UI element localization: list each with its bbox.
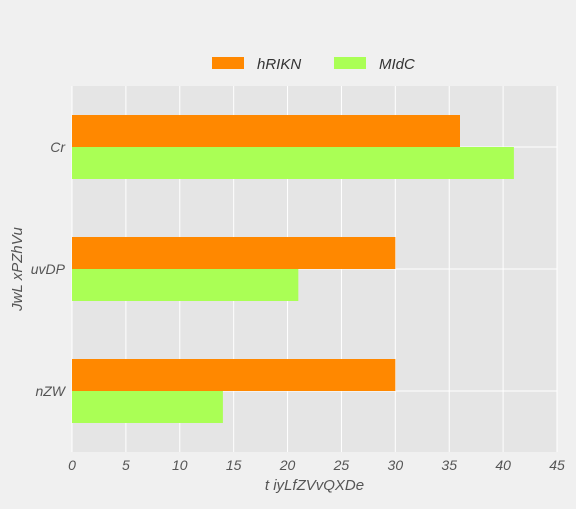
x-tick-label: 40 bbox=[495, 457, 511, 473]
x-axis-label: t iyLfZVvQXDe bbox=[265, 477, 364, 494]
bar-hrikn-cr bbox=[72, 115, 460, 147]
bar-hrikn-nzw bbox=[72, 359, 396, 391]
y-axis-label: JwL xPZhVu bbox=[9, 227, 26, 312]
y-axis-ticks: Cr uvDP nZW bbox=[31, 139, 67, 399]
bars bbox=[72, 115, 514, 423]
legend: hRIKN MIdC bbox=[212, 56, 415, 73]
bar-midc-cr bbox=[72, 147, 514, 179]
x-tick-label: 0 bbox=[68, 457, 76, 473]
y-tick-label: uvDP bbox=[31, 261, 66, 277]
legend-swatch-midc bbox=[334, 57, 366, 69]
y-tick-label: Cr bbox=[50, 139, 66, 155]
x-tick-label: 35 bbox=[441, 457, 457, 473]
legend-label-hrikn: hRIKN bbox=[257, 56, 301, 73]
x-tick-label: 10 bbox=[172, 457, 188, 473]
y-tick-label: nZW bbox=[35, 383, 66, 399]
x-tick-label: 15 bbox=[226, 457, 242, 473]
x-tick-label: 45 bbox=[549, 457, 565, 473]
x-axis-ticks: 0 5 10 15 20 25 30 35 40 45 bbox=[68, 457, 565, 473]
bar-midc-nzw bbox=[72, 391, 223, 423]
legend-swatch-hrikn bbox=[212, 57, 244, 69]
x-tick-label: 20 bbox=[279, 457, 296, 473]
x-tick-label: 5 bbox=[122, 457, 130, 473]
bar-midc-uvdp bbox=[72, 269, 299, 301]
x-tick-label: 30 bbox=[388, 457, 404, 473]
bar-hrikn-uvdp bbox=[72, 237, 396, 269]
legend-label-midc: MIdC bbox=[379, 56, 415, 73]
x-tick-label: 25 bbox=[333, 457, 350, 473]
